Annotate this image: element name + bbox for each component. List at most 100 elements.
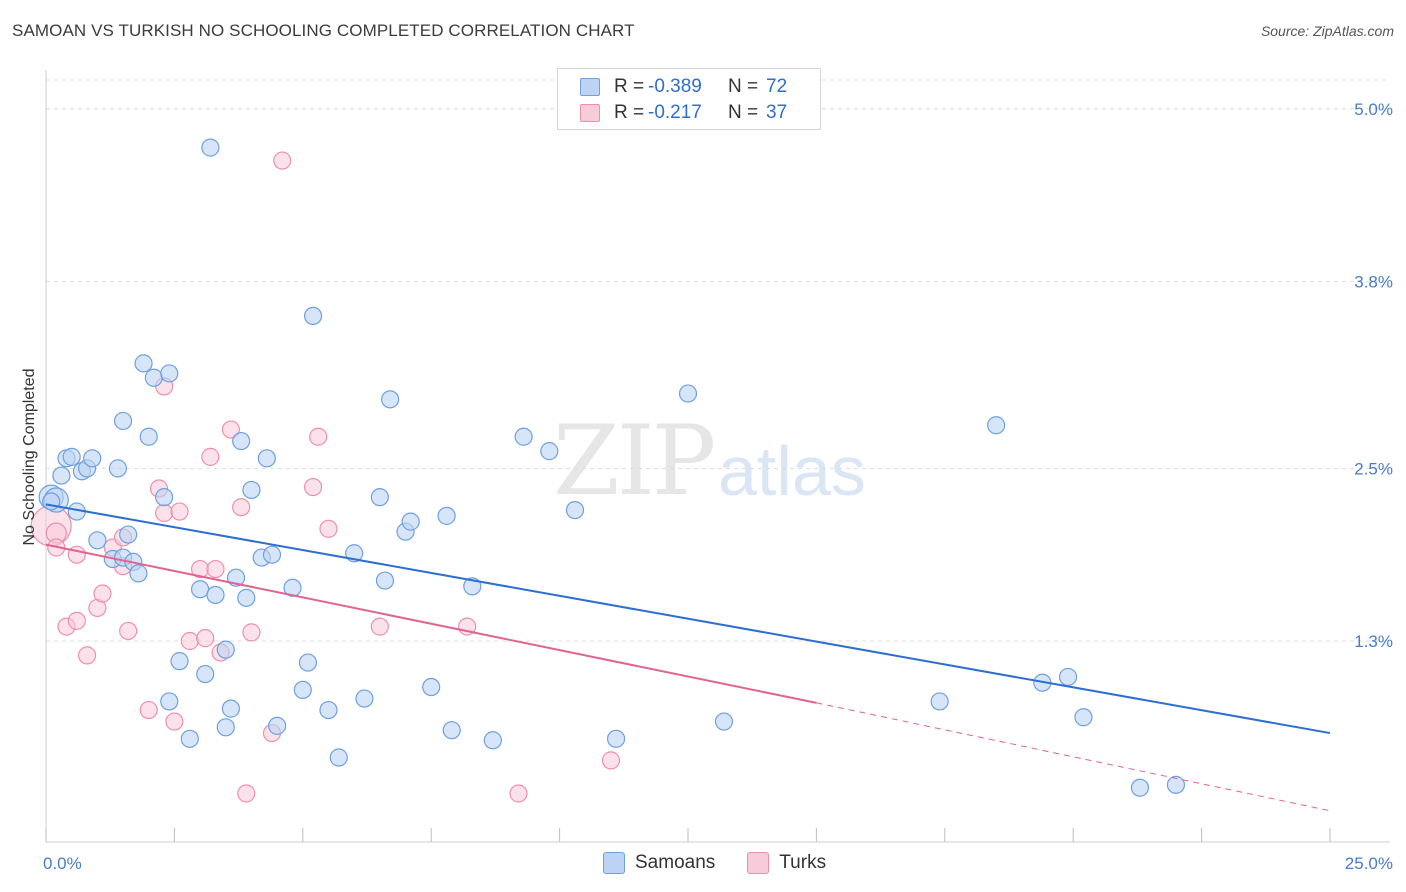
samoan-point [190,580,210,599]
legend-r-label: R = [614,76,645,97]
turk-trend-line [45,543,817,704]
samoan-point [1130,778,1150,797]
samoan-point [155,488,174,507]
legend-label-turks: Turks [779,852,827,873]
turk-point [242,623,261,642]
samoan-point [139,427,158,446]
samoan-point [463,577,482,596]
samoan-point [514,427,533,446]
legend-row-samoans: R = -0.389 N = 72 [580,75,787,99]
x-tick-label: 0.0% [43,854,82,873]
turk-point [155,503,174,523]
legend-r-value: -0.217 [648,102,702,123]
samoan-point [221,699,240,718]
legend-n-value: 37 [766,102,788,123]
samoan-point [108,459,128,478]
legend-swatch-samoans [603,852,625,874]
turk-point [77,646,97,665]
samoan-point [180,729,199,748]
samoan-point [257,449,276,468]
grid-lines [46,79,1390,642]
samoan-point [437,506,456,525]
turk-point [509,784,528,803]
y-tick-label: 3.8% [1354,272,1393,291]
samoan-point [216,640,235,659]
turk-point [139,700,158,720]
y-tick-label: 1.3% [1354,632,1393,651]
legend-r-label: R = [614,102,645,123]
samoan-point [196,664,215,684]
turk-point [93,584,112,603]
legend-item-turks[interactable]: Turks [747,852,826,874]
turk-point [119,621,138,641]
series-legend: Samoans Turks [603,852,858,874]
samoan-point [119,525,138,544]
samoan-point [442,721,461,740]
samoan-point [216,718,235,737]
samoan-point [88,531,107,550]
turk-point [232,498,251,517]
samoan-point [262,545,282,564]
samoan-point [483,731,502,750]
turk-point [309,427,328,446]
samoan-point [987,416,1006,435]
turk-point [319,519,338,538]
legend-swatch-turks [580,104,600,122]
samoan-point [293,680,312,700]
samoan-point [355,689,374,708]
samoan-trend-line [45,503,1331,735]
turk-point [170,502,189,521]
samoan-point [1058,667,1078,687]
tick-labels: 1.3% 2.5% 3.8% 5.0% 0.0% 25.0% [43,100,1393,873]
samoan-point [930,692,949,711]
turk-points [30,151,621,803]
samoan-point [540,442,559,461]
samoan-point [134,354,153,373]
samoan-point [113,411,133,431]
samoan-point [678,384,698,403]
turk-point [370,617,389,636]
legend-item-samoans[interactable]: Samoans [603,852,715,874]
samoan-point [170,652,189,671]
legend-label-samoans: Samoans [635,852,716,873]
samoan-point [62,447,81,466]
samoan-point [160,364,179,383]
legend-n-label: N = [728,102,759,123]
samoan-point [381,390,400,409]
samoan-point [319,700,338,720]
samoan-point [565,501,585,520]
turk-point [601,751,621,770]
samoan-point [206,585,225,605]
turk-point [67,611,86,630]
samoan-point [303,306,323,326]
chart-source: Source: ZipAtlas.com [1260,23,1394,39]
y-tick-label: 5.0% [1354,100,1393,119]
turk-point [206,559,225,579]
samoan-point [375,571,395,590]
samoan-point [1074,708,1093,727]
x-tick-label: 25.0% [1345,854,1393,873]
turk-point [303,477,323,497]
samoan-point [714,712,734,731]
samoan-point [268,716,287,735]
samoan-point [237,588,256,607]
samoan-point [129,564,148,583]
samoan-point [298,653,318,672]
samoan-point [370,488,389,507]
turk-point [273,151,292,170]
axes [45,70,1390,843]
samoan-points [38,138,1186,797]
y-axis-label: No Schooling Completed [21,369,38,546]
samoan-point [160,692,179,711]
watermark-atlas: atlas [718,432,866,510]
turk-point [196,629,215,648]
correlation-legend: R = -0.389 N = 72 R = -0.217 N = 37 [557,68,821,130]
samoan-point [232,431,251,451]
trend-lines [45,503,1331,812]
turk-point [165,712,184,731]
samoan-point [201,138,220,157]
chart-title: SAMOAN VS TURKISH NO SCHOOLING COMPLETED… [12,21,635,40]
turk-point [180,631,199,651]
legend-row-turks: R = -0.217 N = 37 [580,101,787,125]
